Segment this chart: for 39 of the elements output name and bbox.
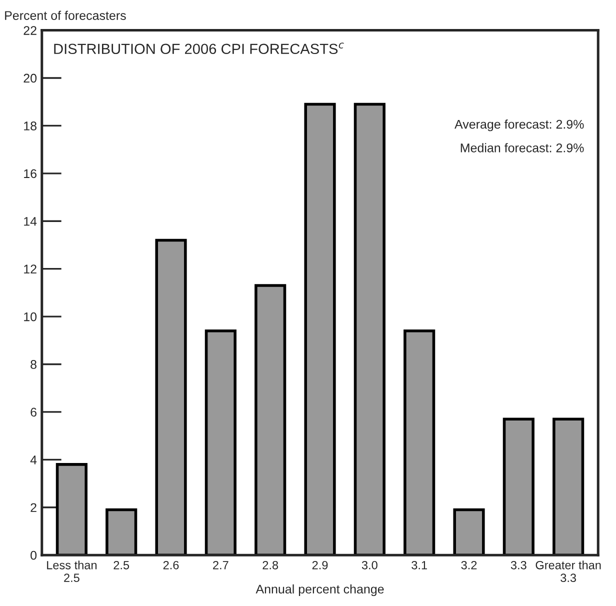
y-tick-label: 6 [30, 408, 36, 417]
bar [354, 102, 386, 556]
x-tick-label: 3.0 [362, 560, 378, 570]
x-tick-label: 3.2 [461, 560, 477, 570]
x-tick-label: Greater than 3.3 [536, 560, 601, 582]
y-tick-label: 14 [24, 217, 37, 226]
x-tick-label: 3.1 [412, 560, 427, 570]
y-tick-label: 22 [24, 26, 36, 35]
bar [254, 284, 286, 556]
bar [453, 508, 485, 556]
bar [204, 329, 236, 556]
x-tick-label: 3.3 [510, 560, 526, 570]
x-tick-label: 2.8 [262, 560, 278, 570]
bar [404, 329, 436, 556]
y-tick-label: 18 [24, 122, 36, 130]
bar [56, 463, 88, 556]
x-axis-title: Annual percent change [256, 584, 384, 596]
annotation: Average forecast: 2.9% [454, 120, 584, 132]
y-tick-label: 0 [30, 550, 37, 560]
x-tick-label: 2.6 [163, 560, 179, 570]
text: DISTRIBUTION OF 2006 CPI FORECASTS$^{c}$ [54, 42, 344, 54]
y-axis-title: Percent of forecasters [5, 10, 126, 20]
y-tick-label: 10 [24, 312, 37, 322]
bar [155, 238, 187, 556]
x-tick-label: 2.9 [312, 560, 328, 570]
y-tick-label: 8 [30, 360, 36, 369]
y-tick-label: 4 [30, 456, 37, 464]
y-tick-label: 12 [24, 264, 36, 274]
bar [106, 508, 138, 556]
y-tick-label: 2 [30, 503, 36, 512]
bar [304, 102, 336, 556]
bar [502, 418, 534, 556]
bar [552, 418, 584, 556]
x-tick-label: Less than 2.5 [47, 560, 97, 582]
annotation: Median forecast: 2.9% [460, 143, 584, 152]
x-tick-label: 2.5 [114, 560, 130, 570]
y-tick-label: 20 [24, 74, 37, 83]
x-tick-label: 2.7 [213, 560, 228, 570]
y-tick-label: 16 [24, 169, 36, 178]
